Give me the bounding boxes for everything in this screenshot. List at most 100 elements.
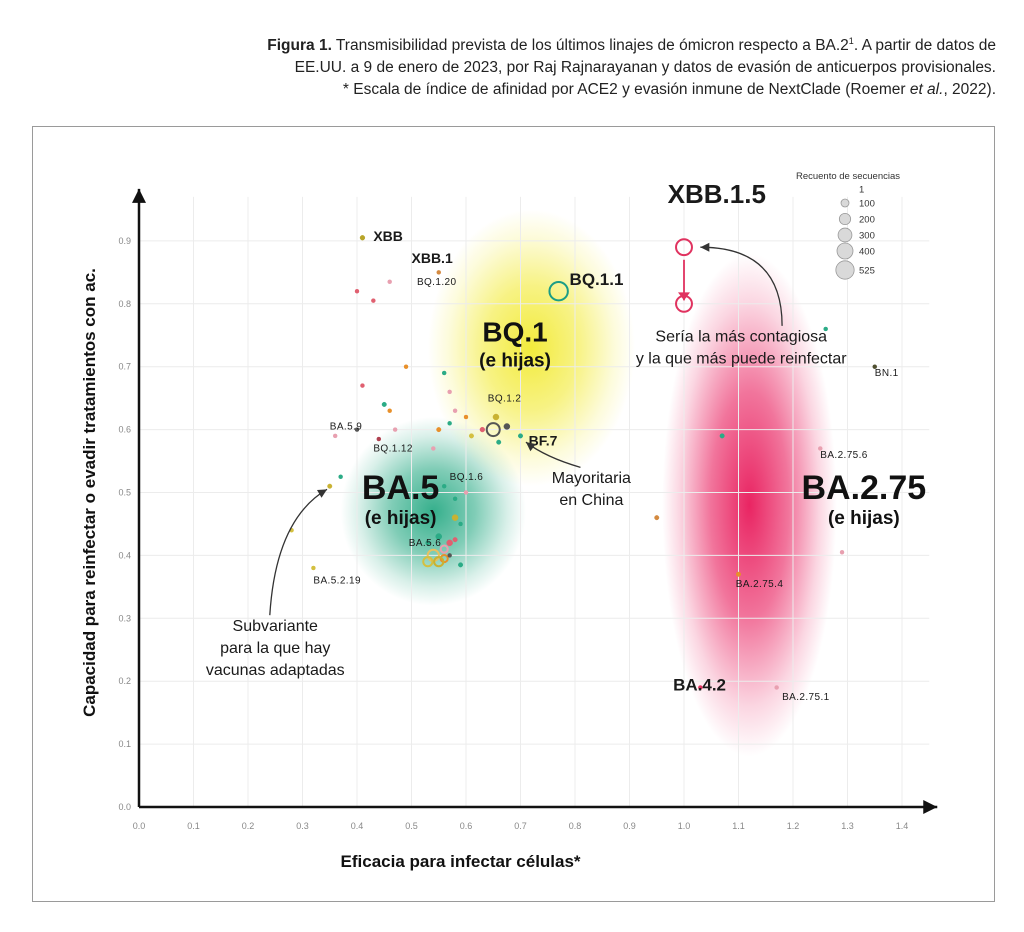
figure-caption: Figura 1. Transmisibilidad prevista de l… bbox=[136, 30, 996, 101]
point-label-xbb-1: XBB.1 bbox=[412, 250, 453, 266]
y-axis-arrowhead bbox=[132, 188, 146, 203]
point-label-bn-1: BN.1 bbox=[875, 368, 899, 379]
legend-swatch bbox=[837, 227, 853, 243]
caption-line-3: * Escala de índice de afinidad por ACE2 … bbox=[136, 79, 996, 101]
data-point bbox=[872, 364, 877, 369]
data-point bbox=[463, 414, 469, 420]
point-label-bq-1-20: BQ.1.20 bbox=[417, 277, 457, 288]
y-tick-label: 0.3 bbox=[118, 613, 131, 623]
point-label-ba-2-75-1: BA.2.75.1 bbox=[782, 692, 830, 703]
annotation-arrowhead bbox=[700, 242, 710, 252]
data-point bbox=[503, 423, 511, 430]
annotation-arrowhead bbox=[525, 442, 536, 452]
point-label-bq-1-2: BQ.1.2 bbox=[488, 393, 522, 404]
x-tick-label: 1.3 bbox=[841, 821, 854, 831]
data-point bbox=[446, 539, 453, 547]
data-point bbox=[359, 235, 366, 241]
data-point bbox=[839, 550, 845, 555]
caption-line-2: EE.UU. a 9 de enero de 2023, por Raj Raj… bbox=[294, 59, 996, 77]
y-tick-label: 0.8 bbox=[118, 299, 131, 309]
caption-text-1-end: . A partir de datos de bbox=[853, 37, 996, 55]
x-tick-label: 1.2 bbox=[787, 821, 800, 831]
data-point bbox=[436, 270, 441, 275]
data-point bbox=[371, 298, 376, 303]
data-point bbox=[452, 537, 458, 543]
point-label-xbb-1-5: XBB.1.5 bbox=[668, 179, 766, 209]
cluster-blob bbox=[427, 209, 635, 487]
legend-swatch bbox=[838, 212, 852, 226]
data-point bbox=[458, 562, 464, 568]
annotation-text: Mayoritaria bbox=[552, 470, 631, 487]
scatter-chart: 0.0 0.1 0.2 0.3 0.4 0.5 0.6 0.7 0.8 0.9 1.0 1.1 1.2 1… bbox=[80, 171, 938, 871]
legend-entry-label: 200 bbox=[859, 215, 875, 226]
x-axis-arrowhead bbox=[923, 800, 938, 814]
data-point bbox=[431, 446, 436, 451]
data-point bbox=[441, 370, 447, 376]
data-point bbox=[403, 364, 409, 369]
data-point bbox=[485, 422, 501, 438]
data-point bbox=[447, 389, 452, 395]
y-tick-label: 0.9 bbox=[118, 236, 131, 246]
legend-swatch bbox=[840, 198, 850, 208]
group-sublabel: (e hijas) bbox=[479, 351, 551, 372]
point-label-bf-7: BF.7 bbox=[529, 432, 558, 448]
legend-title: Recuento de secuencias bbox=[796, 171, 900, 182]
point-label-bq-1-12: BQ.1.12 bbox=[373, 444, 413, 455]
group-sublabel: (e hijas) bbox=[828, 508, 900, 529]
legend-swatch bbox=[836, 242, 854, 260]
data-point bbox=[392, 427, 398, 432]
labels-layer: XBB.1.5 BQ.1.1 XBB XBB.1 BQ.1.20 BF.7 BQ.1.2 BA… bbox=[313, 179, 926, 703]
data-point bbox=[548, 281, 569, 302]
y-tick-label: 0.1 bbox=[118, 739, 131, 749]
x-tick-label: 0.9 bbox=[623, 821, 636, 831]
caption-text-1: Transmisibilidad prevista de los últimos… bbox=[331, 37, 849, 55]
data-point bbox=[387, 279, 392, 285]
annotation-arrowhead bbox=[316, 489, 328, 498]
y-tick-label: 0.0 bbox=[118, 802, 131, 812]
data-point bbox=[435, 533, 442, 540]
x-tick-label: 1.1 bbox=[732, 821, 745, 831]
annotation-arrow bbox=[269, 488, 328, 616]
x-tick-label: 0.4 bbox=[351, 821, 364, 831]
data-point bbox=[439, 544, 449, 554]
data-point bbox=[496, 439, 502, 445]
data-point bbox=[447, 553, 452, 558]
data-point bbox=[354, 427, 360, 432]
y-tick-label: 0.6 bbox=[118, 425, 131, 435]
data-point bbox=[387, 408, 392, 413]
points-layer bbox=[289, 235, 877, 690]
y-tick-label: 0.4 bbox=[118, 550, 131, 560]
point-label-ba-2-75-4: BA.2.75.4 bbox=[736, 579, 784, 590]
data-point bbox=[451, 514, 459, 521]
group-label-ba-5: BA.5 bbox=[362, 469, 439, 507]
data-point bbox=[774, 685, 779, 690]
point-label-bq-1-1: BQ.1.1 bbox=[570, 270, 624, 289]
data-point bbox=[433, 556, 445, 568]
data-point bbox=[492, 413, 500, 421]
data-point bbox=[354, 288, 360, 294]
legend-entry-label: 525 bbox=[859, 266, 875, 277]
chart-frame: 0.0 0.1 0.2 0.3 0.4 0.5 0.6 0.7 0.8 0.9 1.0 1.1 1.2 1… bbox=[32, 126, 995, 902]
legend-entry-label: 100 bbox=[859, 199, 875, 210]
data-point bbox=[518, 433, 523, 439]
x-axis-label: Eficacia para infectar células* bbox=[341, 852, 581, 871]
group-sublabel: (e hijas) bbox=[365, 508, 437, 529]
group-label-ba-2-75: BA.2.75 bbox=[801, 469, 926, 507]
data-point bbox=[479, 426, 486, 433]
data-point bbox=[736, 571, 741, 577]
y-tick-label: 0.2 bbox=[118, 676, 131, 686]
data-point bbox=[675, 238, 693, 257]
data-point bbox=[452, 496, 458, 502]
point-label-ba-5-9: BA.5.9 bbox=[330, 422, 362, 433]
point-label-ba-2-75-6: BA.2.75.6 bbox=[820, 450, 868, 461]
data-point bbox=[376, 436, 382, 442]
data-point bbox=[422, 556, 434, 568]
x-tick-label: 0.3 bbox=[296, 821, 309, 831]
x-tick-label: 1.4 bbox=[896, 821, 909, 831]
data-point bbox=[360, 383, 365, 388]
caption-text-3a: * Escala de índice de afinidad por ACE2 … bbox=[342, 81, 910, 99]
annotation-text: vacunas adaptadas bbox=[206, 662, 345, 679]
annotation-text: Subvariante bbox=[233, 618, 318, 635]
group-label-bq-1: BQ.1 bbox=[482, 317, 547, 348]
data-point bbox=[441, 483, 447, 489]
